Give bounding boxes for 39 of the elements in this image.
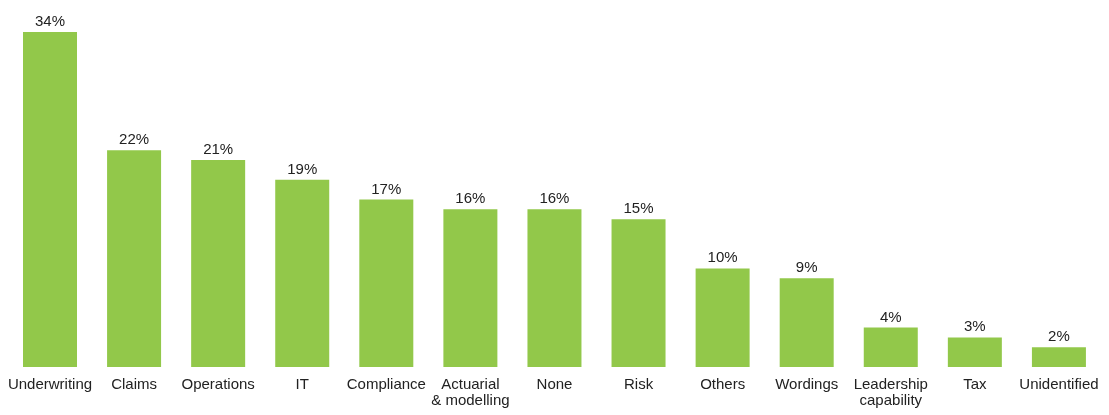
x-tick-label: Tax [963, 375, 988, 392]
data-label: 10% [707, 248, 738, 266]
bar [23, 32, 77, 367]
data-label: 15% [623, 199, 654, 217]
x-tick-label: Operations [181, 375, 255, 392]
x-tick-label: Risk [623, 375, 654, 392]
x-tick-label: Underwriting [7, 375, 93, 392]
bar [275, 179, 330, 367]
x-tick-label: Wordings [775, 375, 839, 392]
bar [443, 209, 498, 367]
data-label: 16% [455, 189, 486, 207]
data-label: 21% [203, 140, 234, 158]
bar [107, 150, 162, 367]
x-tick-label: None [536, 375, 573, 392]
bar [863, 327, 918, 367]
data-label: 19% [287, 159, 318, 177]
x-tick-label: Actuarial & modelling [431, 375, 510, 408]
data-label: 34% [34, 12, 66, 29]
data-label: 9% [795, 258, 818, 276]
data-label: 16% [539, 189, 570, 207]
x-tick-label: Others [700, 375, 746, 392]
data-label: 2% [1048, 327, 1070, 345]
x-tick-label: Unidentified [1019, 375, 1099, 392]
data-label: 17% [371, 179, 402, 197]
bar [527, 209, 582, 367]
x-tick-label: Compliance [346, 375, 426, 392]
bar [359, 199, 414, 367]
bar [611, 219, 666, 367]
bar [191, 160, 246, 367]
x-tick-label: IT [295, 375, 309, 392]
data-label: 4% [879, 307, 902, 325]
bar [947, 337, 1002, 367]
x-tick-label: Leadership capability [853, 375, 928, 408]
data-label: 22% [119, 130, 150, 148]
bar [1031, 347, 1086, 367]
data-label: 3% [964, 317, 986, 335]
bar [695, 268, 750, 367]
bar [779, 278, 834, 367]
x-tick-label: Claims [111, 375, 158, 392]
